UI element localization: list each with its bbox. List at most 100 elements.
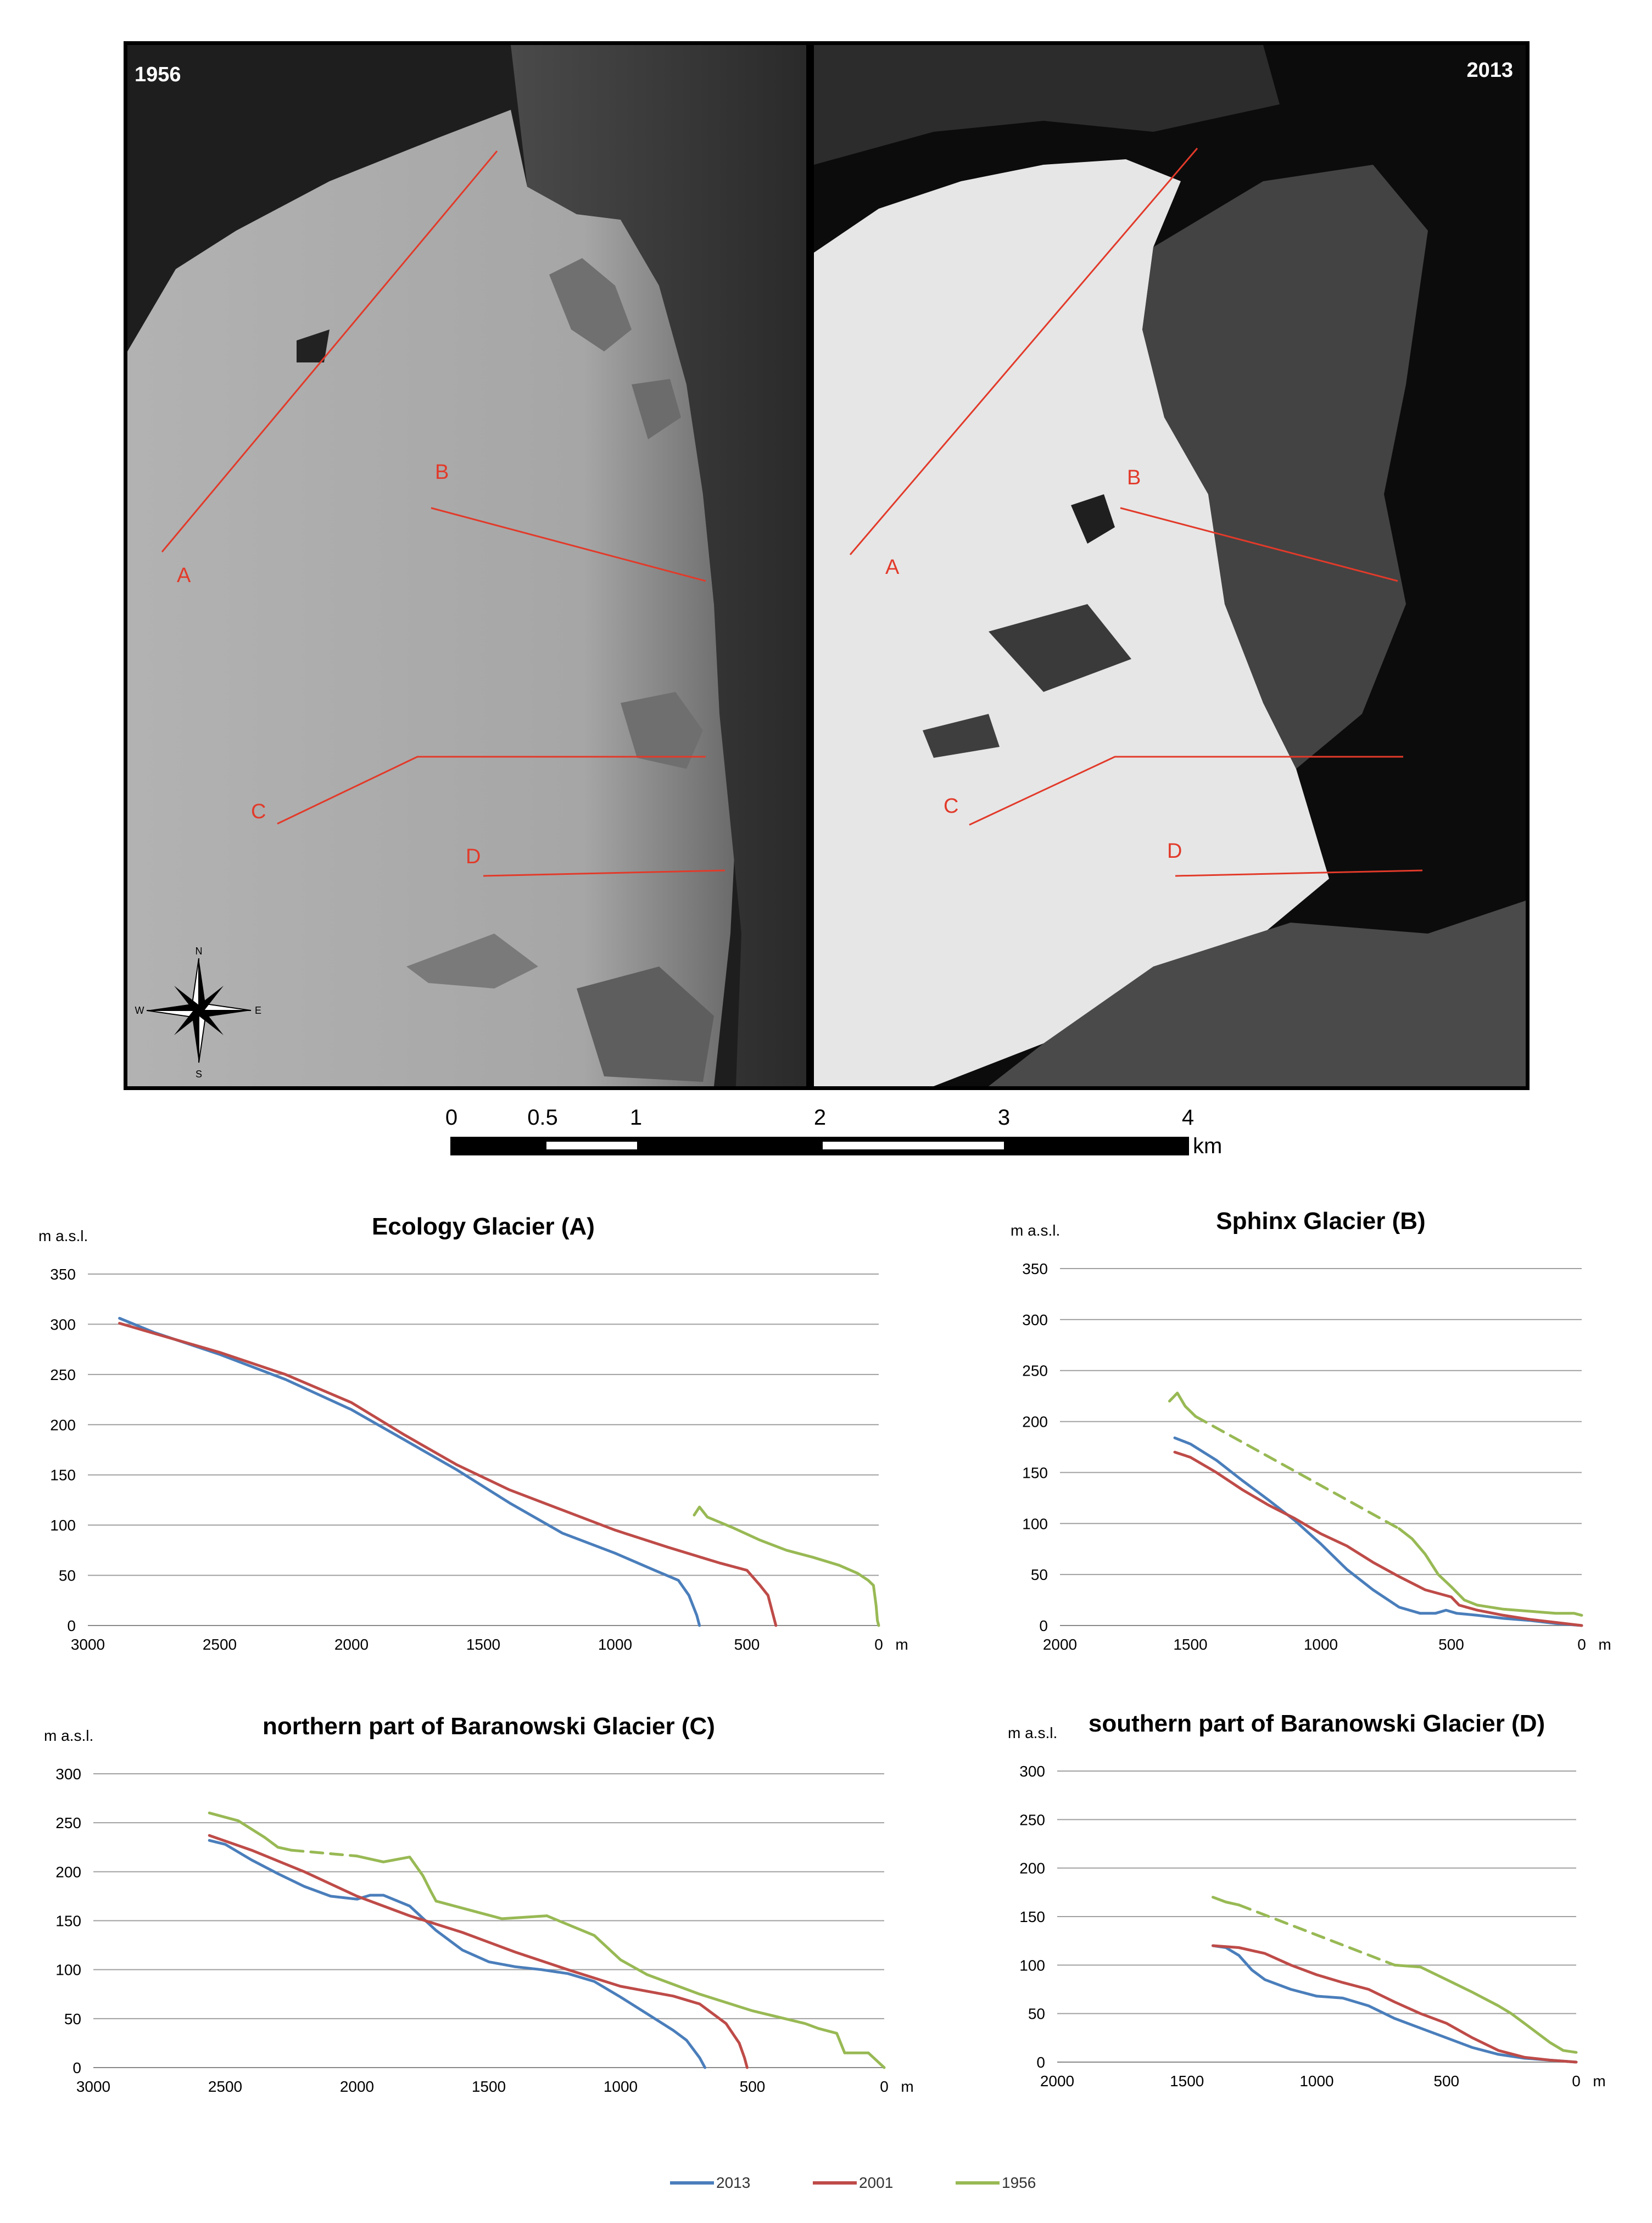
y-tick-label: 50: [59, 1567, 76, 1584]
series-line-2001: [208, 1834, 749, 2069]
x-tick-label: 0: [874, 1636, 883, 1653]
y-tick-label: 200: [55, 1863, 81, 1880]
series-line-2013: [208, 1839, 707, 2069]
legend-swatch-1956: [956, 2181, 1000, 2185]
series-line-2001: [1212, 1944, 1578, 2064]
x-axis-label: m: [901, 2078, 913, 2095]
y-tick-label: 250: [55, 1814, 81, 1831]
panel-year-label-1956: 1956: [135, 63, 181, 86]
y-axis-label: m a.s.l.: [1011, 1222, 1060, 1239]
x-tick-label: 1500: [466, 1636, 500, 1653]
legend-item-2001: 2001: [813, 2174, 893, 2192]
chart-title: Sphinx Glacier (B): [1216, 1208, 1425, 1235]
series-line-1956: [1237, 1903, 1396, 1967]
y-tick-label: 150: [50, 1467, 76, 1484]
profile-lines-1956: [161, 150, 725, 877]
x-tick-label: 1500: [1170, 2073, 1204, 2090]
legend-label-2013: 2013: [716, 2174, 751, 2191]
x-tick-label: 1000: [1304, 1636, 1338, 1653]
y-tick-label: 350: [50, 1266, 76, 1283]
y-tick-label: 0: [72, 2059, 81, 2076]
chart-title: northern part of Baranowski Glacier (C): [263, 1713, 715, 1740]
scale-tick-0: 0: [445, 1105, 457, 1130]
chart-title: southern part of Baranowski Glacier (D): [1089, 1710, 1545, 1737]
legend-swatch-2001: [813, 2181, 857, 2185]
x-tick-label: 500: [740, 2078, 766, 2095]
x-tick-label: 2500: [203, 1636, 237, 1653]
profile-label-a-2013: A: [885, 556, 900, 579]
y-tick-label: 100: [1019, 1957, 1045, 1974]
x-tick-label: 1000: [1299, 2073, 1333, 2090]
x-axis-label: m: [1598, 1636, 1611, 1653]
imagery-figure: 1956 2013 A B C D A B C D: [124, 41, 1530, 1158]
x-tick-label: 3000: [76, 2078, 110, 2095]
x-tick-label: 2000: [1043, 1636, 1077, 1653]
x-tick-label: 0: [1572, 2073, 1581, 2090]
series-line-2013: [1212, 1944, 1578, 2064]
panel-year-label-2013: 2013: [1466, 59, 1513, 82]
x-tick-label: 1500: [472, 2078, 506, 2095]
series-line-1956: [1398, 1527, 1583, 1617]
series-line-1956: [1168, 1392, 1197, 1418]
y-tick-label: 0: [67, 1617, 76, 1634]
scale-tick-4: 4: [1182, 1105, 1194, 1130]
y-tick-label: 200: [1019, 1860, 1045, 1877]
scale-tick-2: 2: [814, 1105, 826, 1130]
series-line-1956: [1212, 1896, 1241, 1907]
chart-northern-baranowski: 0 50 100 150 200 250 300 3000 2500 2000 1500 1000 50…: [44, 1713, 914, 2095]
legend-swatch-2013: [670, 2181, 714, 2185]
y-tick-label: 150: [1022, 1464, 1048, 1481]
compass-rose-icon: N S E W: [135, 946, 262, 1080]
legend-item-1956: 1956: [956, 2174, 1036, 2192]
x-tick-label: 500: [734, 1636, 760, 1653]
x-tick-label: 1000: [604, 2078, 638, 2095]
y-tick-label: 50: [1031, 1566, 1048, 1583]
compass-n: N: [196, 946, 203, 957]
y-axis-label: m a.s.l.: [38, 1227, 88, 1244]
x-tick-label: 2500: [208, 2078, 242, 2095]
profile-label-b-2013: B: [1127, 466, 1141, 489]
y-tick-label: 250: [50, 1366, 76, 1383]
series-line-1956: [434, 1900, 549, 1920]
x-axis-label: m: [1593, 2073, 1605, 2090]
series-line-1956: [1393, 1963, 1578, 2054]
x-tick-label: 2000: [340, 2078, 374, 2095]
scale-unit: km: [1193, 1134, 1222, 1158]
legend-label-1956: 1956: [1002, 2174, 1036, 2191]
scale-bar: 0 0.5 1 2 3 4 km: [445, 1105, 1222, 1158]
series-line-2001: [1173, 1450, 1583, 1627]
y-tick-label: 300: [1022, 1311, 1048, 1328]
y-tick-label: 100: [50, 1517, 76, 1534]
y-tick-label: 100: [1022, 1515, 1048, 1532]
map-panel-2013: [810, 41, 1530, 1090]
profile-label-d-2013: D: [1167, 840, 1182, 863]
x-tick-label: 500: [1438, 1636, 1464, 1653]
legend-item-2013: 2013: [670, 2174, 750, 2192]
y-tick-label: 350: [1022, 1260, 1048, 1277]
chart-ecology-glacier: 0 50 100 150 200 250 300 350 3000 2500 2000 1500 100…: [38, 1213, 908, 1653]
y-tick-label: 250: [1022, 1362, 1048, 1379]
profile-lines-2013: [849, 148, 1423, 877]
y-axis-label: m a.s.l.: [1008, 1724, 1057, 1741]
profile-label-d-1956: D: [466, 845, 481, 868]
map-panel-1956: [124, 41, 810, 1090]
y-tick-label: 300: [1019, 1763, 1045, 1780]
y-tick-label: 150: [1019, 1908, 1045, 1925]
x-tick-label: 500: [1433, 2073, 1459, 2090]
series-line-1956: [693, 1505, 880, 1627]
compass-e: E: [255, 1005, 261, 1016]
y-tick-label: 200: [1022, 1414, 1048, 1431]
y-tick-label: 0: [1036, 2054, 1045, 2071]
scale-tick-1: 1: [630, 1105, 642, 1130]
y-tick-label: 0: [1039, 1617, 1048, 1634]
y-tick-label: 50: [64, 2010, 81, 2027]
y-tick-label: 50: [1028, 2006, 1045, 2023]
series-line-1956: [289, 1848, 359, 1858]
scale-tick-3: 3: [998, 1105, 1010, 1130]
profile-label-c-1956: C: [251, 800, 266, 823]
scale-tick-0-5: 0.5: [527, 1105, 558, 1130]
y-tick-label: 200: [50, 1416, 76, 1433]
profile-label-b-1956: B: [435, 461, 449, 484]
x-tick-label: 0: [1577, 1636, 1586, 1653]
